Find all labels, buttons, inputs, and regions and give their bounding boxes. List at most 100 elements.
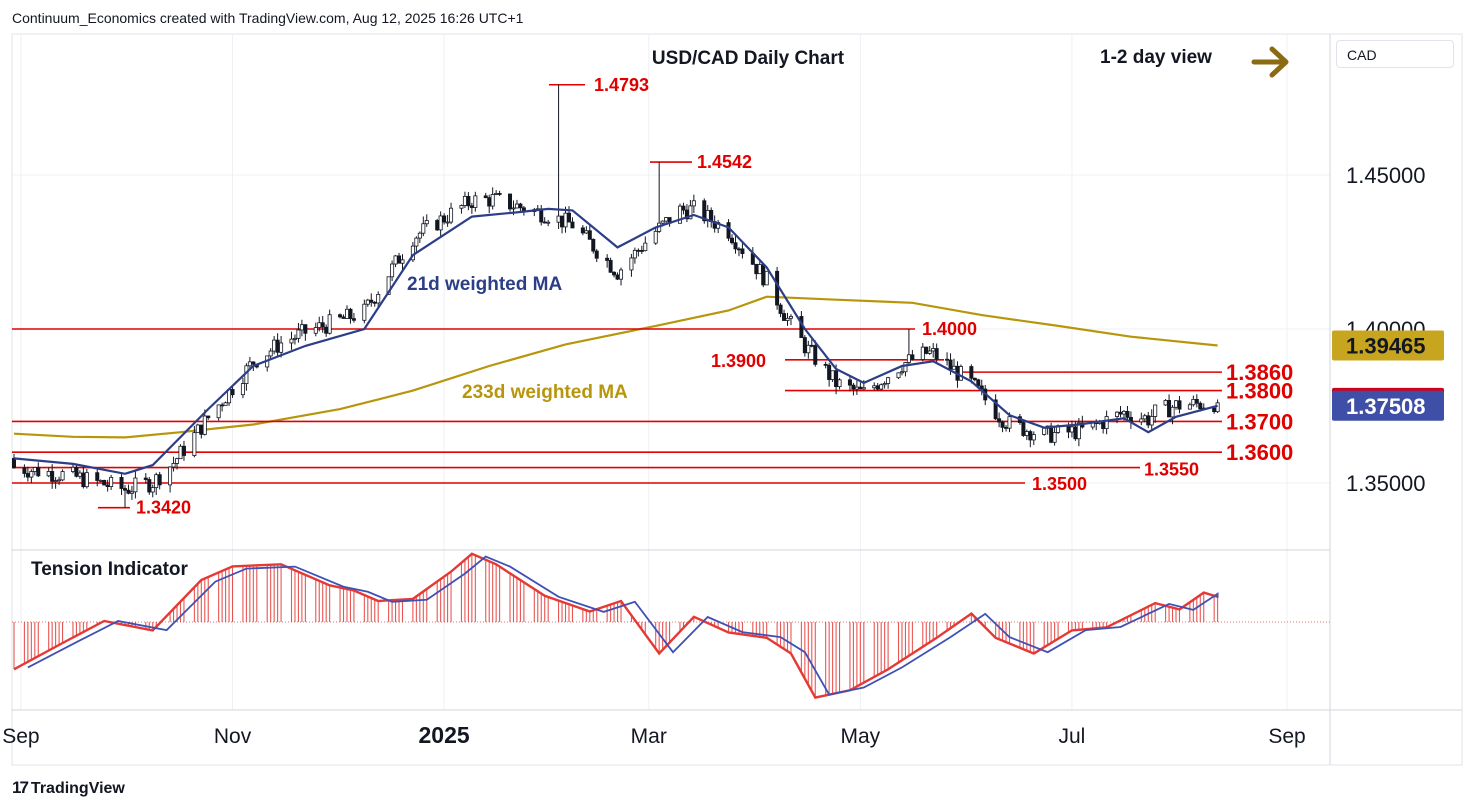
x-tick-label: Nov bbox=[214, 725, 252, 748]
candle-body bbox=[351, 318, 356, 321]
candle-body bbox=[1052, 432, 1057, 443]
ma233-line bbox=[13, 295, 1218, 439]
candle-body bbox=[1042, 427, 1047, 435]
candle-body bbox=[1167, 400, 1172, 418]
candle-body bbox=[1174, 400, 1179, 408]
candle-body bbox=[279, 342, 284, 353]
candle-body bbox=[1194, 398, 1199, 404]
candle-body bbox=[997, 418, 1002, 423]
candle-body bbox=[275, 339, 280, 353]
chart-title: USD/CAD Daily Chart bbox=[652, 48, 845, 69]
price-badge bbox=[1332, 390, 1444, 421]
candle-body bbox=[778, 304, 783, 314]
candle-body bbox=[154, 474, 159, 489]
candle-body bbox=[438, 215, 443, 231]
candle-body bbox=[546, 221, 551, 224]
candle-body bbox=[296, 329, 301, 339]
candle-body bbox=[854, 386, 859, 390]
candle-body bbox=[972, 377, 977, 381]
candle-body bbox=[483, 195, 488, 199]
candle-body bbox=[74, 466, 79, 477]
candle-body bbox=[1215, 402, 1220, 413]
candle-body bbox=[230, 389, 235, 396]
candle-body bbox=[1049, 425, 1054, 443]
candle-body bbox=[587, 230, 592, 240]
candle-body bbox=[459, 205, 464, 209]
candle-body bbox=[202, 415, 207, 435]
candle-body bbox=[591, 238, 596, 252]
candle-body bbox=[1101, 421, 1106, 429]
candle-body bbox=[1187, 404, 1192, 410]
candle-body bbox=[660, 220, 665, 224]
right-arrow-icon bbox=[1251, 46, 1289, 78]
candle-body bbox=[1146, 415, 1151, 426]
candle-body bbox=[736, 248, 741, 251]
level-label-1.3900: 1.3900 bbox=[711, 351, 766, 371]
candle-body bbox=[53, 480, 58, 483]
level-label-1.3420: 1.3420 bbox=[136, 498, 191, 518]
candle-body bbox=[542, 221, 547, 224]
tradingview-logo[interactable]: 17 TradingView bbox=[12, 778, 125, 798]
candle-body bbox=[247, 361, 252, 367]
level-label-1.4000: 1.4000 bbox=[922, 319, 977, 339]
candle-body bbox=[445, 221, 450, 224]
candle-body bbox=[993, 399, 998, 420]
candle-body bbox=[1073, 426, 1078, 440]
candle-body bbox=[632, 249, 637, 259]
x-tick-label: May bbox=[841, 725, 881, 748]
candle-body bbox=[872, 385, 877, 389]
candle-body bbox=[105, 484, 110, 487]
candle-body bbox=[400, 259, 405, 264]
candle-body bbox=[393, 255, 398, 265]
candle-body bbox=[473, 195, 478, 208]
candle-body bbox=[181, 445, 186, 456]
candle-body bbox=[57, 479, 62, 482]
candle-body bbox=[639, 250, 644, 252]
candle-body bbox=[497, 193, 502, 195]
candle-body bbox=[487, 197, 492, 207]
tension-line bbox=[13, 552, 1218, 699]
candle-body bbox=[466, 195, 471, 207]
candle-body bbox=[32, 467, 37, 472]
candle-body bbox=[906, 354, 911, 363]
x-tick-label: Sep bbox=[2, 725, 39, 748]
candle-body bbox=[827, 364, 832, 380]
candle-body bbox=[268, 350, 273, 357]
candle-body bbox=[369, 299, 374, 303]
candle-body bbox=[22, 467, 27, 474]
candle-body bbox=[584, 230, 589, 234]
candle-body bbox=[195, 424, 200, 434]
candle-body bbox=[1177, 400, 1182, 410]
candle-body bbox=[70, 466, 75, 472]
candle-body bbox=[192, 432, 197, 456]
candle-body bbox=[494, 193, 499, 195]
candle-body bbox=[958, 366, 963, 381]
currency-label[interactable]: CAD bbox=[1336, 40, 1454, 68]
candle-body bbox=[1000, 421, 1005, 428]
candle-body bbox=[775, 270, 780, 306]
candle-body bbox=[147, 479, 152, 493]
candle-body bbox=[508, 193, 513, 210]
ma233-line-layer bbox=[13, 295, 1218, 439]
chart-frame bbox=[11, 33, 1463, 766]
candle-body bbox=[882, 383, 887, 386]
candle-body bbox=[469, 205, 474, 208]
candle-body bbox=[823, 363, 828, 366]
chart-attribution: Continuum_Economics created with Trading… bbox=[12, 10, 524, 26]
candle-body bbox=[740, 248, 745, 254]
candle-body bbox=[84, 472, 89, 488]
candle-body bbox=[143, 477, 148, 480]
candle-body bbox=[376, 294, 381, 304]
candle-body bbox=[1212, 407, 1217, 413]
candle-body bbox=[81, 472, 86, 488]
candle-body bbox=[365, 299, 370, 305]
candle-body bbox=[119, 477, 124, 489]
candle-body bbox=[733, 242, 738, 250]
level-label-1.3600: 1.3600 bbox=[1226, 440, 1293, 465]
candle-body bbox=[341, 316, 346, 319]
candle-body bbox=[46, 471, 51, 477]
candle-body bbox=[442, 215, 447, 223]
candle-body bbox=[1191, 398, 1196, 406]
candle-body bbox=[629, 257, 634, 271]
